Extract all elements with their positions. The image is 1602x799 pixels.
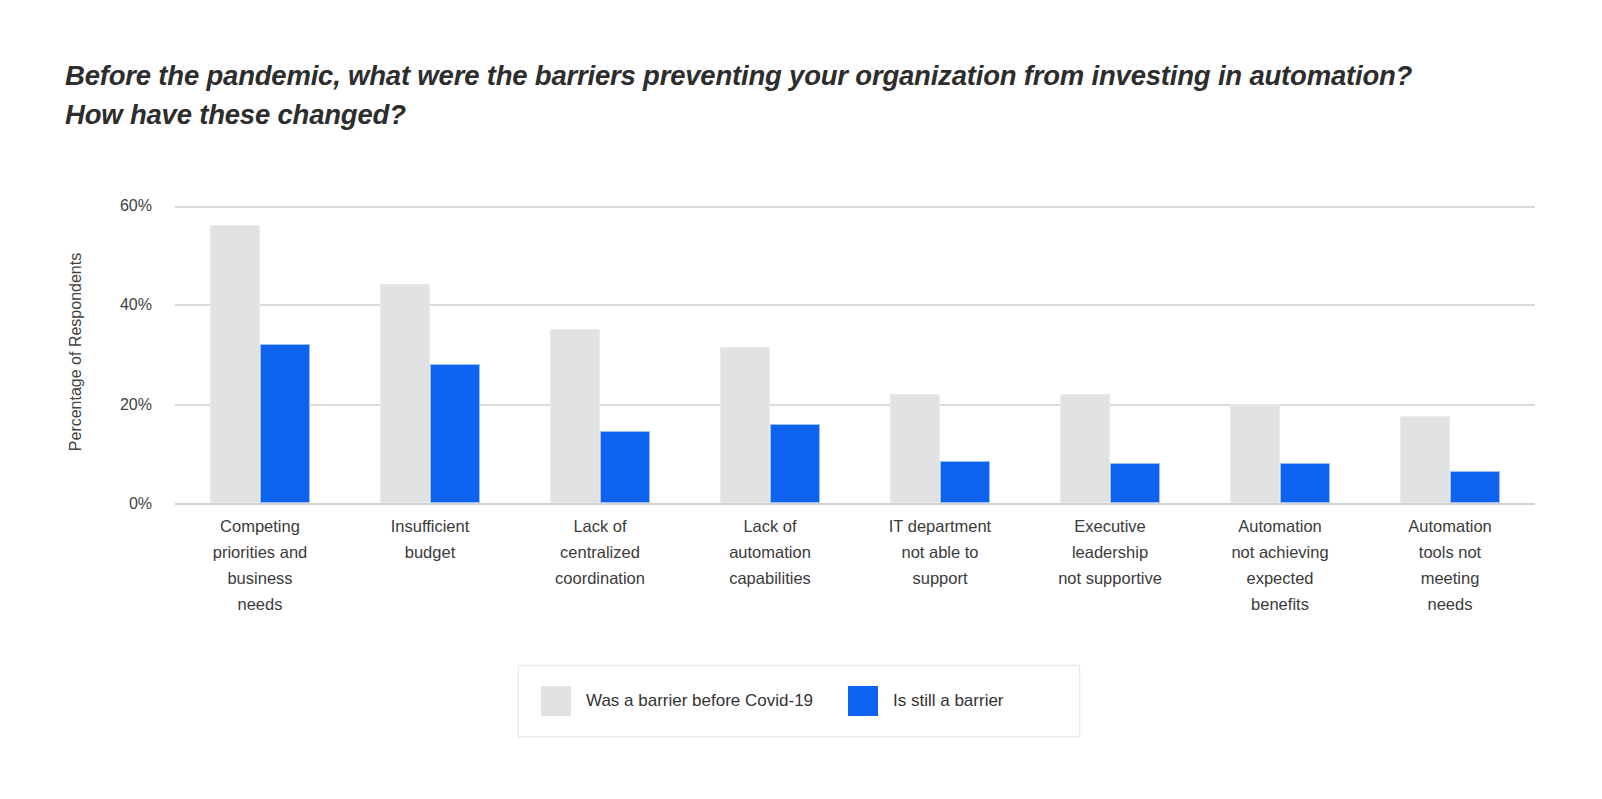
category-label-line: automation: [685, 539, 855, 565]
plot-area: [175, 206, 1535, 504]
category-label-line: needs: [1365, 591, 1535, 617]
bar-still-barrier-3: [600, 431, 650, 503]
category-label-line: coordination: [515, 565, 685, 591]
legend-label-before-covid: Was a barrier before Covid-19: [586, 691, 813, 711]
category-label-line: Automation: [1365, 513, 1535, 539]
category-label-3: Lack ofcentralizedcoordination: [515, 513, 685, 591]
gridline-40%: [175, 304, 1535, 306]
bar-before-covid-8: [1400, 416, 1450, 503]
category-label-line: Executive: [1025, 513, 1195, 539]
gridline-20%: [175, 404, 1535, 406]
y-tick-label-20%: 20%: [52, 394, 152, 416]
bar-still-barrier-6: [1110, 463, 1160, 503]
category-label-line: centralized: [515, 539, 685, 565]
category-label-line: support: [855, 565, 1025, 591]
category-label-1: Competingpriorities andbusinessneeds: [175, 513, 345, 617]
category-label-line: needs: [175, 591, 345, 617]
bar-before-covid-4: [720, 347, 770, 503]
bar-before-covid-2: [380, 284, 430, 503]
bar-still-barrier-2: [430, 364, 480, 503]
category-label-8: Automationtools notmeetingneeds: [1365, 513, 1535, 617]
bar-still-barrier-1: [260, 344, 310, 503]
category-label-5: IT departmentnot able tosupport: [855, 513, 1025, 591]
category-label-line: Lack of: [685, 513, 855, 539]
chart-title-line-2: How have these changed?: [65, 95, 1535, 134]
category-label-7: Automationnot achievingexpectedbenefits: [1195, 513, 1365, 617]
y-tick-label-0%: 0%: [52, 493, 152, 515]
category-label-4: Lack ofautomationcapabilities: [685, 513, 855, 591]
category-label-line: benefits: [1195, 591, 1365, 617]
legend-label-still-barrier: Is still a barrier: [893, 691, 1004, 711]
bar-before-covid-5: [890, 394, 940, 503]
category-label-line: expected: [1195, 565, 1365, 591]
legend-item-before-covid: Was a barrier before Covid-19: [541, 686, 848, 716]
category-label-line: priorities and: [175, 539, 345, 565]
legend-swatch-still-barrier: [848, 686, 878, 716]
category-label-line: not achieving: [1195, 539, 1365, 565]
category-label-line: not supportive: [1025, 565, 1195, 591]
gridline-60%: [175, 206, 1535, 208]
category-label-line: Competing: [175, 513, 345, 539]
category-label-line: capabilities: [685, 565, 855, 591]
bar-still-barrier-4: [770, 424, 820, 503]
category-label-line: leadership: [1025, 539, 1195, 565]
category-label-2: Insufficientbudget: [345, 513, 515, 565]
bar-before-covid-3: [550, 329, 600, 503]
bar-still-barrier-8: [1450, 471, 1500, 503]
category-label-line: meeting: [1365, 565, 1535, 591]
bar-before-covid-6: [1060, 394, 1110, 503]
category-label-line: tools not: [1365, 539, 1535, 565]
y-axis-title: Percentage of Respondents: [67, 253, 85, 451]
category-label-line: Lack of: [515, 513, 685, 539]
chart-title-line-1: Before the pandemic, what were the barri…: [65, 56, 1535, 95]
bar-before-covid-1: [210, 225, 260, 503]
gridline-0%: [175, 503, 1535, 505]
legend-swatch-before-covid: [541, 686, 571, 716]
legend: Was a barrier before Covid-19 Is still a…: [518, 665, 1080, 737]
category-label-line: Insufficient: [345, 513, 515, 539]
chart-title: Before the pandemic, what were the barri…: [65, 56, 1535, 134]
category-label-6: Executiveleadershipnot supportive: [1025, 513, 1195, 591]
category-label-line: budget: [345, 539, 515, 565]
y-tick-label-40%: 40%: [52, 294, 152, 316]
y-tick-label-60%: 60%: [52, 195, 152, 217]
bar-still-barrier-7: [1280, 463, 1330, 503]
category-label-line: IT department: [855, 513, 1025, 539]
bar-before-covid-7: [1230, 404, 1280, 503]
category-label-line: Automation: [1195, 513, 1365, 539]
category-label-line: not able to: [855, 539, 1025, 565]
legend-item-still-barrier: Is still a barrier: [848, 686, 1004, 716]
bar-still-barrier-5: [940, 461, 990, 503]
category-label-line: business: [175, 565, 345, 591]
